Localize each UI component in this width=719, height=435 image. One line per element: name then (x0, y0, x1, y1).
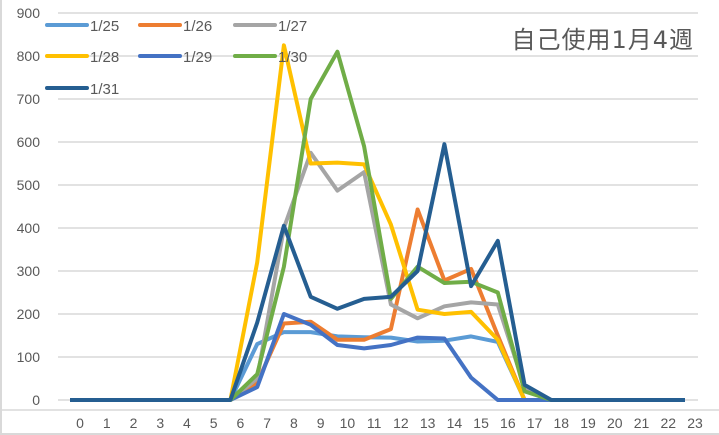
x-tick-label: 16 (500, 415, 516, 431)
x-tick-label: 7 (263, 415, 271, 431)
chart-title: 自己使用1月4週 (511, 26, 694, 54)
y-tick-label: 900 (17, 5, 41, 21)
x-tick-label: 4 (183, 415, 191, 431)
y-tick-label: 0 (32, 392, 40, 408)
x-tick-label: 10 (340, 415, 356, 431)
x-tick-label: 23 (687, 415, 703, 431)
legend: 1/25 1/26 1/27 1/28 1/29 1/30 1/31 (45, 18, 307, 98)
x-tick-label: 14 (447, 415, 463, 431)
legend-item: 1/27 (233, 18, 307, 35)
legend-item: 1/29 (138, 49, 212, 66)
series-line-1-31 (70, 142, 685, 402)
x-tick-label: 3 (156, 415, 164, 431)
x-tick-label: 12 (393, 415, 409, 431)
series-line-1-25 (70, 330, 685, 402)
x-tick-label: 21 (634, 415, 650, 431)
legend-item: 1/28 (45, 49, 119, 66)
legend-item: 1/30 (233, 49, 307, 66)
x-tick-label: 15 (473, 415, 489, 431)
y-tick-label: 500 (17, 177, 41, 193)
legend-label: 1/28 (90, 49, 119, 66)
x-tick-label: 20 (607, 415, 623, 431)
x-tick-label: 2 (130, 415, 138, 431)
legend-label: 1/26 (183, 18, 212, 35)
legend-label: 1/29 (183, 49, 212, 66)
x-tick-label: 11 (367, 415, 382, 431)
y-tick-label: 700 (17, 91, 41, 107)
y-tick-label: 300 (17, 263, 41, 279)
x-tick-label: 9 (317, 415, 325, 431)
data-series (70, 43, 685, 402)
legend-item: 1/31 (45, 81, 119, 98)
x-tick-label: 0 (76, 415, 84, 431)
y-tick-label: 600 (17, 134, 41, 150)
x-tick-label: 22 (660, 415, 676, 431)
legend-label: 1/30 (278, 49, 307, 66)
y-tick-label: 800 (17, 48, 41, 64)
y-axis-labels: 0 100 200 300 400 500 600 700 800 900 (17, 5, 41, 408)
x-tick-label: 5 (210, 415, 218, 431)
x-tick-label: 1 (103, 415, 111, 431)
y-tick-label: 400 (17, 220, 41, 236)
legend-label: 1/25 (90, 18, 119, 35)
x-tick-label: 18 (554, 415, 570, 431)
x-tick-label: 13 (420, 415, 436, 431)
y-tick-label: 100 (17, 349, 41, 365)
x-tick-label: 6 (237, 415, 245, 431)
legend-label: 1/31 (90, 81, 119, 98)
gridlines (2, 12, 719, 411)
x-tick-label: 17 (527, 415, 543, 431)
legend-item: 1/26 (138, 18, 212, 35)
legend-item: 1/25 (45, 18, 119, 35)
y-tick-label: 200 (17, 306, 41, 322)
x-axis-labels: 0 1 2 3 4 5 6 7 8 9 10 11 12 13 14 15 16 17 18 19 20 21 22 23 (76, 415, 703, 431)
legend-label: 1/27 (278, 18, 307, 35)
x-tick-label: 8 (290, 415, 298, 431)
x-tick-label: 19 (580, 415, 596, 431)
